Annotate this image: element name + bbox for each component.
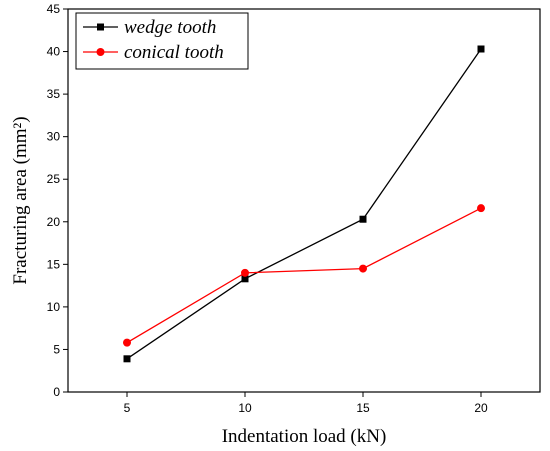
y-tick-label: 20: [47, 215, 61, 229]
plot-border: [67, 8, 541, 393]
x-tick-label: 20: [474, 401, 488, 415]
legend-label: wedge tooth: [124, 17, 216, 38]
legend-item: wedge tooth: [83, 17, 216, 38]
legend-marker: [97, 23, 104, 31]
y-tick-label: 40: [47, 45, 61, 59]
y-tick-label: 30: [47, 130, 61, 144]
legend-marker: [96, 48, 105, 56]
data-point: [477, 204, 485, 213]
y-tick-label: 15: [47, 257, 61, 271]
x-tick-label: 5: [124, 401, 131, 415]
y-tick-label: 25: [47, 172, 61, 186]
x-tick-label: 10: [238, 401, 252, 415]
data-point: [241, 268, 249, 277]
legend: wedge tooth conical tooth: [75, 12, 249, 70]
y-tick-label: 45: [47, 2, 61, 16]
y-tick-label: 0: [53, 385, 60, 399]
y-axis-title: Fracturing area (mm²): [10, 116, 31, 284]
data-point: [241, 275, 249, 283]
data-point: [123, 355, 131, 363]
y-tick-label: 10: [47, 300, 61, 314]
y-tick-label: 5: [53, 342, 60, 356]
series-layer: [123, 45, 485, 363]
data-point: [359, 215, 367, 223]
x-axis-title: Indentation load (kN): [222, 426, 387, 447]
series-wedge-tooth: [123, 45, 485, 363]
data-point: [123, 338, 131, 347]
axis-ticks: 0 5 10 15 20 25 30 35 40 45 5 10 15 20: [47, 2, 488, 415]
legend-label: conical tooth: [124, 42, 224, 63]
x-tick-label: 15: [356, 401, 370, 415]
plot-frame: [67, 8, 541, 393]
y-tick-label: 35: [47, 87, 61, 101]
series-line: [126, 48, 482, 360]
legend-item: conical tooth: [83, 42, 224, 63]
data-point: [477, 45, 485, 53]
legend-box: [75, 12, 249, 70]
data-point: [359, 264, 367, 273]
series-conical-tooth: [123, 204, 485, 347]
series-line: [126, 207, 482, 344]
